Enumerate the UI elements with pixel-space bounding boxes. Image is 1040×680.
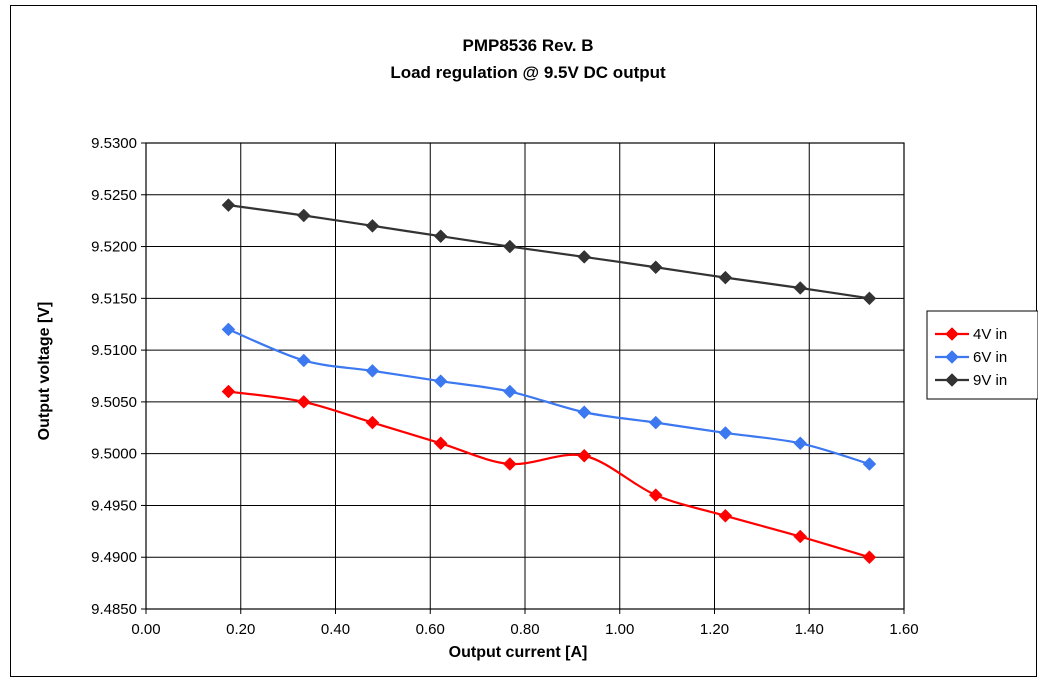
data-point-9v-in bbox=[648, 260, 663, 275]
data-point-9v-in bbox=[365, 218, 380, 233]
data-point-4v-in bbox=[365, 415, 380, 430]
plot-area: 9.4850 9.4900 9.4950 9.5000 9.5050 9.5100 9.51… bbox=[91, 135, 918, 638]
series-6v-in bbox=[221, 322, 877, 471]
chart: PMP8536 Rev. B Load regulation @ 9.5V DC… bbox=[36, 36, 1038, 661]
y-tick-label: 9.4950 bbox=[91, 497, 137, 514]
data-point-9v-in bbox=[793, 281, 808, 295]
x-tick-label: 1.00 bbox=[605, 621, 634, 638]
y-tick-label: 9.5150 bbox=[91, 290, 137, 307]
data-point-4v-in bbox=[648, 488, 663, 502]
y-tick-label: 9.5050 bbox=[91, 394, 137, 411]
y-tick-label: 9.5300 bbox=[91, 135, 137, 152]
chart-subtitle: Load regulation @ 9.5V DC output bbox=[390, 63, 666, 82]
data-point-9v-in bbox=[221, 198, 236, 212]
x-tick-label: 0.80 bbox=[510, 621, 539, 638]
y-tick-label: 9.4850 bbox=[91, 601, 137, 618]
data-point-9v-in bbox=[718, 270, 733, 285]
data-point-9v-in bbox=[502, 239, 517, 254]
data-point-6v-in bbox=[365, 363, 380, 378]
data-point-6v-in bbox=[648, 415, 663, 430]
x-tick-label: 1.40 bbox=[795, 621, 824, 638]
series-line-4v-in bbox=[228, 390, 870, 559]
data-point-9v-in bbox=[433, 229, 448, 244]
legend-label-6v-in: 6V in bbox=[973, 349, 1007, 366]
data-point-9v-in bbox=[862, 291, 877, 306]
legend-label-4v-in: 4V in bbox=[973, 326, 1007, 343]
data-point-4v-in bbox=[502, 457, 517, 471]
y-axis-title: Output voltage [V] bbox=[36, 302, 53, 441]
data-point-6v-in bbox=[577, 405, 592, 420]
legend-box bbox=[926, 310, 1038, 400]
data-point-4v-in bbox=[793, 529, 808, 544]
data-point-6v-in bbox=[793, 436, 808, 451]
data-point-6v-in bbox=[862, 457, 877, 471]
y-tick-label: 9.5250 bbox=[91, 187, 137, 204]
y-tick-label: 9.5200 bbox=[91, 239, 137, 256]
legend-marker-6v-in bbox=[945, 350, 959, 364]
legend-marker-9v-in bbox=[945, 373, 959, 387]
data-point-6v-in bbox=[718, 426, 733, 440]
x-tick-label: 0.20 bbox=[226, 621, 255, 638]
chart-frame: PMP8536 Rev. B Load regulation @ 9.5V DC… bbox=[10, 5, 1038, 677]
data-point-6v-in bbox=[433, 374, 448, 389]
data-point-4v-in bbox=[433, 436, 448, 451]
series-line-9v-in bbox=[228, 204, 870, 300]
series-9v-in bbox=[221, 198, 877, 306]
data-point-6v-in bbox=[502, 384, 517, 399]
legend-marker-4v-in bbox=[945, 327, 959, 341]
series-line-6v-in bbox=[228, 328, 870, 466]
data-point-4v-in bbox=[862, 550, 877, 565]
data-point-6v-in bbox=[221, 322, 236, 337]
y-tick-label: 9.4900 bbox=[91, 549, 137, 566]
data-point-9v-in bbox=[296, 208, 311, 223]
data-point-4v-in bbox=[221, 384, 236, 399]
series-4v-in bbox=[221, 384, 877, 565]
x-tick-label: 0.40 bbox=[321, 621, 350, 638]
y-tick-label: 9.5100 bbox=[91, 342, 137, 359]
x-axis-title: Output current [A] bbox=[449, 644, 588, 661]
y-tick-label: 9.5000 bbox=[91, 446, 137, 463]
legend-label-9v-in: 9V in bbox=[973, 372, 1007, 389]
x-tick-label: 1.20 bbox=[700, 621, 729, 638]
data-point-4v-in bbox=[296, 395, 311, 409]
x-tick-label: 1.60 bbox=[889, 621, 918, 638]
chart-title: PMP8536 Rev. B bbox=[462, 36, 593, 55]
data-point-6v-in bbox=[296, 353, 311, 368]
data-point-9v-in bbox=[577, 250, 592, 264]
x-tick-label: 0.60 bbox=[416, 621, 445, 638]
legend: 4V in 6V in 9V in bbox=[926, 310, 1038, 400]
data-point-4v-in bbox=[577, 448, 592, 463]
x-tick-label: 0.00 bbox=[131, 621, 160, 638]
data-point-4v-in bbox=[718, 508, 733, 523]
